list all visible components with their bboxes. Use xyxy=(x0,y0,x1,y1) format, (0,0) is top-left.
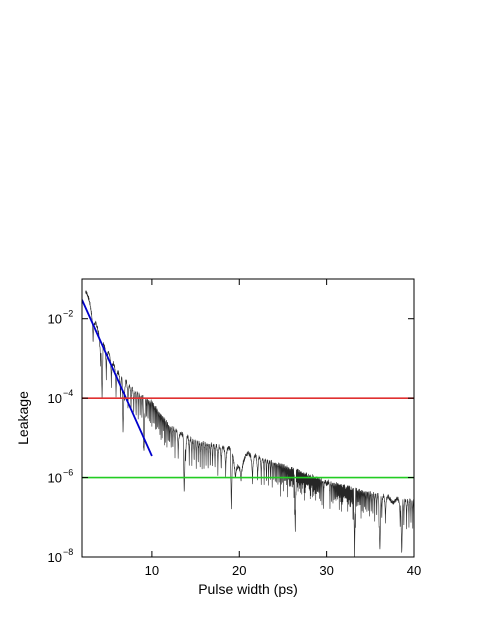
y-tick-label: 10 xyxy=(48,312,62,327)
y-tick-label: 10 xyxy=(48,471,62,486)
leakage-series-line xyxy=(85,290,414,557)
x-tick-label: 10 xyxy=(145,563,159,578)
y-tick-exponent: −8 xyxy=(63,547,73,557)
plot-frame xyxy=(81,278,415,558)
y-tick-exponent: −6 xyxy=(63,468,73,478)
x-axis-label: Pulse width (ps) xyxy=(198,581,298,597)
y-tick-exponent: −4 xyxy=(63,388,73,398)
fit-line xyxy=(82,299,153,457)
x-tick-label: 20 xyxy=(232,563,246,578)
y-tick-exponent: −2 xyxy=(63,309,73,319)
y-axis-label: Leakage xyxy=(15,391,31,445)
plot-area xyxy=(82,290,414,557)
x-tick-label: 40 xyxy=(407,563,421,578)
y-tick-label: 10 xyxy=(48,550,62,565)
x-tick-label: 30 xyxy=(319,563,333,578)
y-tick-label: 10 xyxy=(48,391,62,406)
